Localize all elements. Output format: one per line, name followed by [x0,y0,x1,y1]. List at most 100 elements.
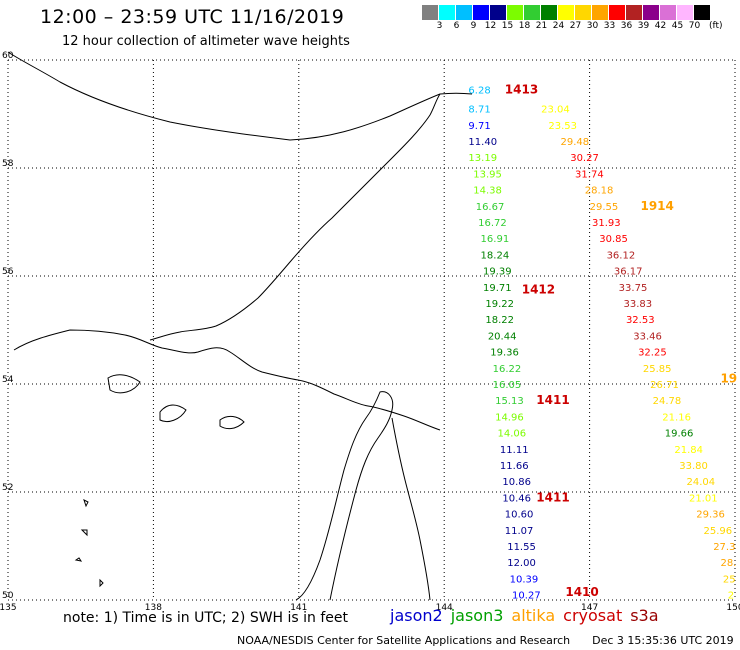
chart-subtitle: 12 hour collection of altimeter wave hei… [62,34,350,49]
wave-height-value: 10.60 [505,510,534,521]
legend-swatch [626,5,643,20]
legend-swatch [490,5,507,20]
wave-height-value: 30.27 [570,153,599,164]
credit-timestamp: Dec 3 15:35:36 UTC 2019 [592,634,734,647]
x-tick-label: 144 [436,603,453,613]
track-time-label: 1413 [505,83,538,97]
wave-height-value: 16.05 [493,380,522,391]
legend-swatch [660,5,677,20]
x-tick-label: 141 [290,603,307,613]
y-tick-label: 50 [2,591,14,601]
wave-height-value: 36.17 [614,267,643,278]
legend-swatch [677,5,694,20]
wave-height-value: 14.38 [473,186,502,197]
wave-height-value: 16.22 [493,364,522,375]
legend-unit: (ft) [709,21,723,31]
wave-height-value: 21.16 [662,412,691,423]
legend-label: 9 [470,21,477,31]
wave-height-value: 32.53 [626,315,655,326]
wave-height-value: 28. [720,558,736,569]
wave-height-value: 12.00 [507,558,536,569]
wave-height-value: 11.55 [507,542,536,553]
wave-height-value: 31.74 [575,169,604,180]
wave-height-value: 32.25 [638,348,667,359]
legend-label: 42 [654,21,667,31]
credit-line: NOAA/NESDIS Center for Satellite Applica… [237,634,734,647]
y-tick-label: 58 [2,159,14,169]
wave-height-value: 14.96 [495,412,524,423]
wave-height-value: 10.86 [502,477,531,488]
wave-height-value: 30.85 [599,234,628,245]
legend-label: 15 [501,21,514,31]
legend-label: 45 [671,21,684,31]
track-time-label: 19 [720,372,737,386]
legend-label: 18 [518,21,531,31]
legend-swatch [609,5,626,20]
legend-swatch [592,5,609,20]
y-tick-label: 60 [2,51,14,61]
wave-height-value: 23.53 [548,121,577,132]
legend-label: 24 [552,21,565,31]
wave-height-value: 19.71 [483,283,512,294]
wave-height-value: 29.48 [561,137,590,148]
wave-height-value: 27.3 [713,542,735,553]
satellite-altika: altika [511,606,556,625]
wave-height-value: 18.24 [481,250,510,261]
wave-height-value: 31.93 [592,218,621,229]
wave-height-value: 19.66 [665,429,694,440]
footnote: note: 1) Time is in UTC; 2) SWH is in fe… [63,610,349,626]
wave-height-value: 6.28 [468,86,490,97]
wave-height-value: 10.39 [510,574,539,585]
satellite-jason2: jason2 [390,606,443,625]
wave-height-value: 16.67 [476,202,505,213]
wave-height-value: 20.44 [488,331,517,342]
wave-height-value: 10.27 [512,591,541,602]
axis-tick-labels: 135 138 141 144 147 150 50 52 54 56 58 60 [0,51,740,613]
satellite-s3a: s3a [630,606,659,625]
satellite-jason3: jason3 [450,606,504,625]
wave-height-value: 19.22 [485,299,514,310]
x-tick-label: 135 [0,603,17,613]
wave-height-value: 16.72 [478,218,507,229]
wave-height-value: 25.85 [643,364,672,375]
track-time-label: 1914 [640,199,673,213]
legend-label: 30 [586,21,599,31]
grid-lines [7,59,736,601]
wave-height-value: 13.95 [473,169,502,180]
wave-height-value: 9.71 [468,121,490,132]
wave-height-value: 11.07 [505,526,534,537]
x-tick-label: 138 [145,603,162,613]
legend-swatch [473,5,490,20]
wave-height-value: 28.18 [585,186,614,197]
wave-height-value: 33.83 [624,299,653,310]
legend-swatch [422,5,439,20]
legend-label: 36 [620,21,633,31]
wave-height-value: 19.36 [490,348,519,359]
y-tick-label: 56 [2,267,14,277]
legend-swatch [558,5,575,20]
wave-height-value: 25.96 [703,526,732,537]
legend-label: 6 [453,21,460,31]
wave-height-value: 2 [728,591,734,602]
wave-height-value: 16.91 [481,234,510,245]
legend-label: 12 [484,21,497,31]
wave-height-value: 24.04 [687,477,716,488]
satellite-cryosat: cryosat [563,606,623,625]
track-time-label: 1411 [536,393,569,407]
coastline-sakhalin [295,391,431,601]
coastline [7,51,473,601]
legend-swatch [643,5,660,20]
legend-swatch [541,5,558,20]
legend-swatch [575,5,592,20]
legend-label: 70 [688,21,701,31]
legend-label: 33 [603,21,616,31]
wave-height-value: 21.01 [689,493,718,504]
wave-height-value: 36.12 [607,250,636,261]
x-tick-label: 150 [726,603,740,613]
wave-height-value: 8.71 [468,105,490,116]
coastline-mainland [7,51,473,431]
legend-swatch [694,5,711,20]
wave-height-value: 33.75 [619,283,648,294]
wave-height-value: 29.36 [696,510,725,521]
